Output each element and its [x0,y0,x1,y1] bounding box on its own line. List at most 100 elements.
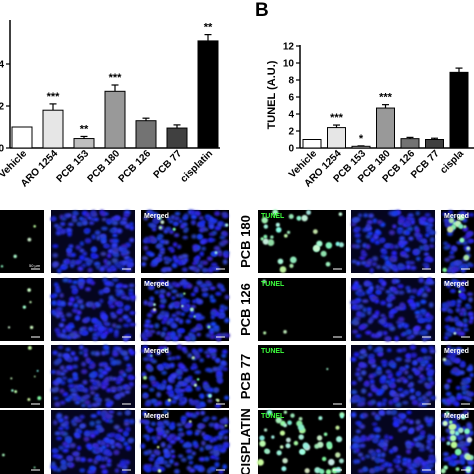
nucleus-dot [65,347,71,352]
nucleus-dot [406,226,414,232]
tunel-positive-cell [263,428,268,432]
nucleus-dot [56,306,63,312]
nucleus-dot [179,397,186,403]
nucleus-dot [214,451,220,456]
micrograph-tile-dapi [350,344,436,408]
tunel-positive-cell [183,292,186,295]
nucleus-dot [101,350,107,356]
nucleus-dot [460,280,468,285]
nucleus-dot [462,410,469,415]
tunel-positive-cell [297,424,305,431]
nucleus-dot [109,432,117,438]
nucleus-dot [66,213,73,218]
nucleus-dot [85,287,91,292]
nucleus-dot [454,316,459,321]
nucleus-dot [124,459,131,465]
nucleus-dot [192,247,198,253]
nucleus-dot [184,424,191,429]
nucleus-dot [459,362,466,368]
nucleus-dot [93,443,100,448]
nucleus-dot [100,251,107,257]
nucleus-dot [181,419,186,426]
nucleus-dot [92,335,99,341]
nucleus-dot [117,428,124,433]
nucleus-dot [54,431,61,436]
nucleus-dot [221,349,228,355]
nucleus-dot [122,246,128,252]
nucleus-dot [128,291,134,296]
nucleus-dot [396,228,403,235]
nucleus-dot [78,350,84,355]
nucleus-dot [154,281,161,286]
nucleus-dot [408,419,414,425]
nucleus-dot [417,318,425,323]
nucleus-dot [410,265,417,271]
nucleus-dot [168,433,174,440]
nucleus-dot [373,333,380,339]
nucleus-dot [113,424,120,430]
nucleus-dot [409,344,417,350]
category-label: PCB 126 [117,148,154,185]
nucleus-dot [381,363,388,368]
nucleus-dot [423,317,430,323]
tunel-positive-cell [314,467,321,474]
nucleus-dot [62,441,68,447]
nucleus-dot [100,239,107,244]
nucleus-dot [81,368,88,375]
nucleus-dot [364,454,371,459]
nucleus-dot [74,434,81,439]
nucleus-dot [197,263,202,268]
nucleus-dot [205,354,211,358]
tunel-positive-cell [27,288,31,292]
tunel-positive-cell [285,437,291,443]
nucleus-dot [217,378,223,384]
nucleus-dot [405,353,412,359]
nucleus-dot [180,312,186,317]
tile-background [258,278,346,341]
tunel-positive-cell [282,457,288,464]
tunel-positive-cell [263,224,268,229]
nucleus-dot [369,379,375,385]
nucleus-dot [416,236,422,241]
tunel-positive-cell [288,213,294,219]
nucleus-dot [174,387,181,392]
nucleus-dot [426,459,433,464]
nucleus-dot [368,285,374,291]
nucleus-dot [152,439,158,444]
tunel-positive-cell [188,420,192,423]
nucleus-dot [57,352,63,358]
nucleus-dot [150,398,158,403]
tunel-positive-cell [335,452,341,458]
nucleus-dot [394,401,402,408]
tunel-positive-cell [298,417,303,421]
nucleus-dot [159,239,166,245]
nucleus-dot [179,439,185,444]
nucleus-dot [362,466,368,472]
nucleus-dot [174,469,180,474]
nucleus-dot [104,366,112,372]
nucleus-dot [462,318,468,324]
nucleus-dot [110,386,118,391]
nucleus-dot [93,351,101,357]
nucleus-dot [167,376,173,382]
tile-label: TUNEL [261,413,285,420]
nucleus-dot [126,262,133,268]
tunel-positive-cell [335,241,340,247]
nucleus-dot [386,302,393,308]
tunel-positive-cell [464,428,470,435]
bar [351,145,371,149]
nucleus-dot [459,434,465,440]
category-label: PCB 153 [55,148,92,185]
y-tick-label: 4 [0,60,4,71]
tunel-positive-cell [448,217,455,224]
nucleus-dot [100,411,107,417]
nucleus-dot [100,440,106,446]
nucleus-dot [87,326,94,332]
tunel-positive-cell [306,210,311,215]
nucleus-dot [79,457,87,463]
nucleus-dot [409,387,415,394]
nucleus-dot [70,285,78,289]
nucleus-dot [190,219,196,226]
y-tick-label: 0 [288,144,294,155]
nucleus-dot [449,250,455,255]
